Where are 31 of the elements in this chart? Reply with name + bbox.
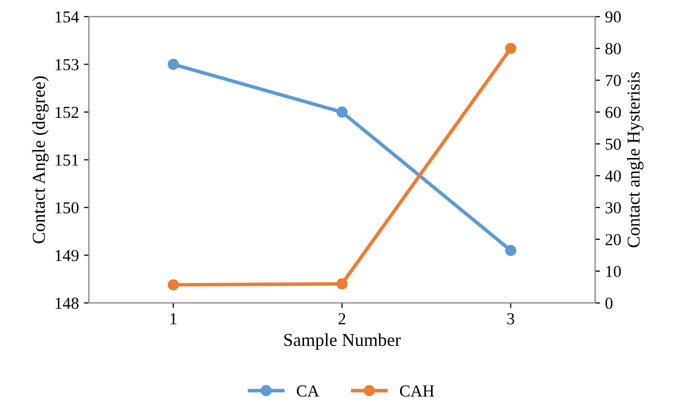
point <box>168 58 179 70</box>
y-tick-label: 153 <box>56 59 79 70</box>
y2-tick-label: 30 <box>606 202 621 214</box>
y2-tick-label: 50 <box>606 138 621 150</box>
x-tick-label: 2 <box>338 313 346 324</box>
y-tick-label: 152 <box>56 106 78 118</box>
x-tick-label: 3 <box>507 313 514 324</box>
y2-tick-label: 40 <box>605 170 621 182</box>
x-tick-label: 1 <box>170 313 176 324</box>
y-axis-title: Contact Angle (degree) <box>32 76 49 244</box>
y-tick-label: 154 <box>56 11 79 23</box>
y2-tick-label: 90 <box>605 11 621 23</box>
point <box>168 279 179 290</box>
y-tick-label: 149 <box>56 250 79 262</box>
point <box>336 278 348 290</box>
y2-tick-label: 60 <box>606 106 621 118</box>
point <box>336 106 348 118</box>
y-tick-label: 150 <box>56 202 79 214</box>
x-axis-title: Sample Number <box>284 333 401 350</box>
y2-tick-label: 10 <box>606 266 621 278</box>
y-tick-label: 148 <box>56 298 79 309</box>
y2-tick-label: 20 <box>606 234 621 246</box>
y2-tick-label: 80 <box>605 43 621 54</box>
y-tick-label: 151 <box>56 154 78 166</box>
y2-tick-label: 0 <box>605 298 612 309</box>
y2-tick-label: 70 <box>606 74 621 86</box>
point <box>505 244 516 256</box>
legend-label: CA <box>296 385 320 397</box>
y2-axis-title: Contact angle Hysterisis <box>627 72 644 248</box>
legend-label: CAH <box>400 385 434 397</box>
point <box>505 42 516 54</box>
